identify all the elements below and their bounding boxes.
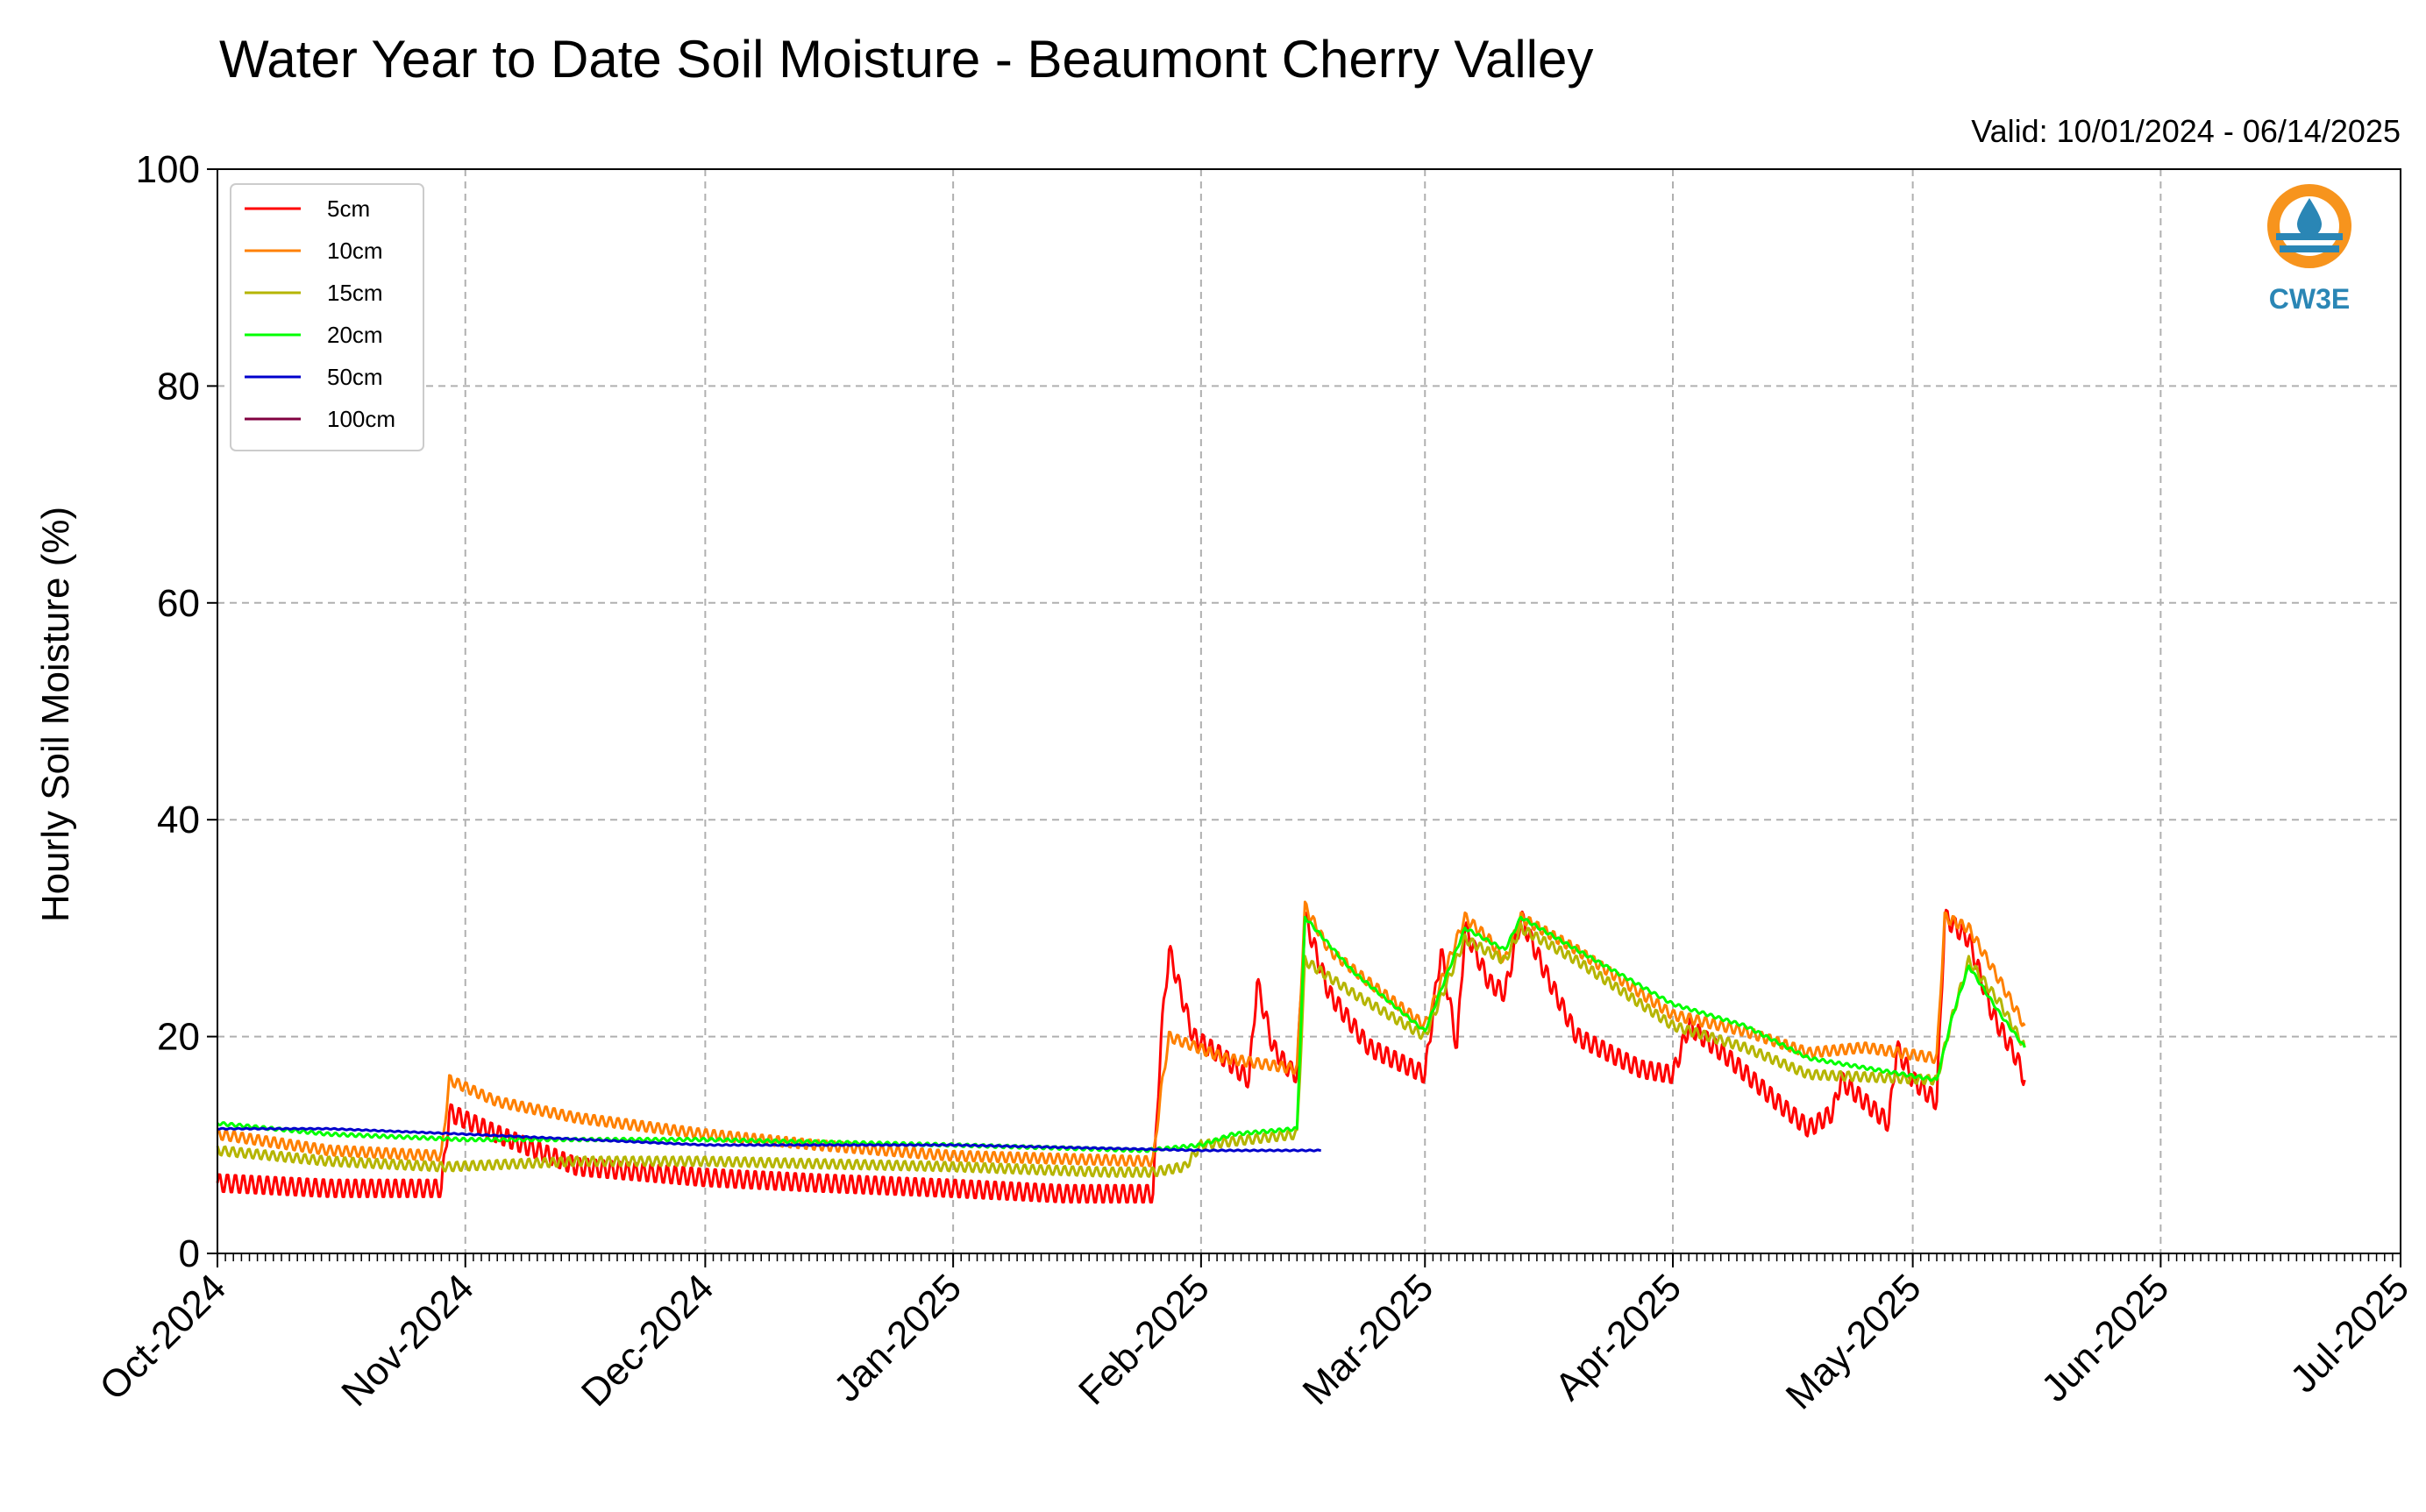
y-tick-label: 0 [179,1232,200,1275]
series-line-15cm [216,922,2026,1178]
x-tick-label: Oct-2024 [91,1266,234,1409]
x-tick-label: Mar-2025 [1295,1266,1442,1413]
valid-date-range: Valid: 10/01/2024 - 06/14/2025 [1971,113,2401,149]
cw3e-logo: CW3E [2267,184,2351,315]
series-line-10cm [217,900,2026,1168]
legend-label: 100cm [327,406,395,432]
x-tick-label: Jun-2025 [2033,1266,2177,1409]
x-tick-label: Jul-2025 [2282,1266,2417,1401]
y-tick-label: 80 [157,365,200,408]
legend-label: 15cm [327,280,383,306]
grid [217,169,2401,1253]
y-tick-label: 60 [157,582,200,625]
x-tick-label: Jan-2025 [826,1266,970,1409]
legend: 5cm 10cm 15cm 20cm 50cm 100cm [230,183,424,451]
logo-wave-icon [2280,245,2339,252]
x-tick-label: Apr-2025 [1547,1266,1690,1409]
axes: 0 20 40 60 80 100 Oct-2024 Nov-2024 Dec-2024 Jan-… [91,148,2417,1417]
x-tick-label: Feb-2025 [1071,1266,1218,1413]
x-tick-label: Dec-2024 [573,1266,722,1415]
legend-label: 10cm [327,238,383,264]
legend-label: 50cm [327,364,383,390]
series-line-50cm [217,1126,1321,1153]
series-lines [216,900,2026,1204]
plot-frame [217,168,2401,1254]
x-minor-ticks [217,1253,2401,1261]
x-tick-label: May-2025 [1778,1266,1930,1417]
legend-label: 20cm [327,322,383,348]
x-tick-label: Nov-2024 [333,1266,482,1415]
logo-drop-icon [2297,198,2322,237]
y-tick-label: 40 [157,799,200,841]
legend-label: 5cm [327,195,370,222]
series-line-20cm [216,915,2026,1154]
y-tick-label: 100 [136,148,200,191]
y-axis-label: Hourly Soil Moisture (%) [34,507,77,922]
chart-title: Water Year to Date Soil Moisture - Beaum… [219,30,1593,89]
y-tick-label: 20 [157,1016,200,1059]
logo-text: CW3E [2269,283,2350,315]
